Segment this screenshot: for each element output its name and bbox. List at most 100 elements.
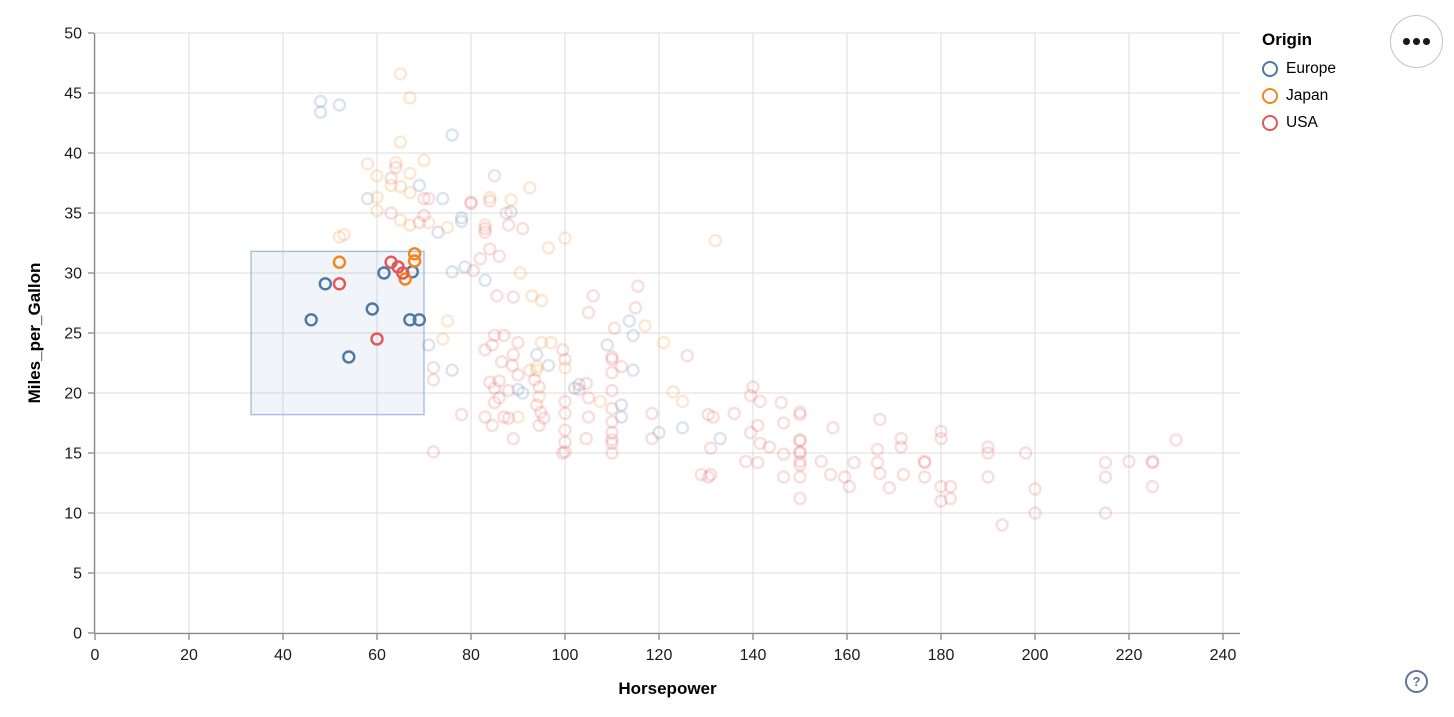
data-point[interactable] xyxy=(776,470,791,484)
data-point[interactable] xyxy=(751,418,765,433)
data-point[interactable] xyxy=(487,328,502,343)
data-point[interactable] xyxy=(393,179,408,194)
data-point[interactable] xyxy=(403,91,417,105)
data-point[interactable] xyxy=(1098,506,1113,520)
data-point[interactable] xyxy=(527,373,542,387)
data-point[interactable] xyxy=(622,314,637,328)
data-point[interactable] xyxy=(614,398,629,412)
data-point[interactable] xyxy=(384,206,398,220)
data-point[interactable] xyxy=(593,394,607,409)
data-point[interactable] xyxy=(558,394,572,409)
data-point[interactable] xyxy=(894,431,908,446)
data-point[interactable] xyxy=(464,195,478,209)
data-point[interactable] xyxy=(934,494,948,508)
data-point[interactable] xyxy=(422,338,436,352)
data-point[interactable] xyxy=(1028,506,1042,520)
data-point[interactable] xyxy=(478,218,492,232)
data-point[interactable] xyxy=(370,190,384,205)
data-point[interactable] xyxy=(607,321,622,335)
data-point[interactable] xyxy=(318,277,332,291)
data-point[interactable] xyxy=(505,358,520,373)
data-point[interactable] xyxy=(445,128,459,142)
data-point[interactable] xyxy=(1145,454,1160,469)
data-point[interactable] xyxy=(873,466,887,481)
data-point[interactable] xyxy=(332,230,347,244)
data-point[interactable] xyxy=(645,406,659,421)
data-point[interactable] xyxy=(445,363,459,377)
data-point[interactable] xyxy=(532,418,546,433)
legend-item-usa[interactable]: USA xyxy=(1262,114,1336,132)
data-point[interactable] xyxy=(558,361,572,375)
data-point[interactable] xyxy=(436,332,450,346)
data-point[interactable] xyxy=(360,191,375,206)
data-point[interactable] xyxy=(776,447,791,461)
data-point[interactable] xyxy=(776,416,791,430)
data-point[interactable] xyxy=(541,358,556,373)
data-point[interactable] xyxy=(533,405,548,419)
data-point[interactable] xyxy=(727,406,741,421)
data-point[interactable] xyxy=(412,215,426,230)
data-point[interactable] xyxy=(417,153,431,167)
data-point[interactable] xyxy=(492,249,506,263)
data-point[interactable] xyxy=(440,314,455,328)
data-point[interactable] xyxy=(605,365,619,380)
data-point[interactable] xyxy=(534,335,549,350)
data-point[interactable] xyxy=(586,289,600,303)
data-point[interactable] xyxy=(894,440,908,454)
data-point[interactable] xyxy=(313,105,328,119)
data-point[interactable] xyxy=(605,436,619,451)
data-point[interactable] xyxy=(657,335,671,350)
data-point[interactable] xyxy=(396,266,410,280)
data-point[interactable] xyxy=(403,218,417,232)
data-point[interactable] xyxy=(393,135,408,149)
data-point[interactable] xyxy=(579,376,593,391)
data-point[interactable] xyxy=(917,454,932,469)
data-point[interactable] xyxy=(412,178,426,193)
data-point[interactable] xyxy=(537,411,551,425)
data-point[interactable] xyxy=(478,225,492,239)
data-point[interactable] xyxy=(666,385,680,399)
data-point[interactable] xyxy=(426,361,441,375)
data-point[interactable] xyxy=(934,424,948,439)
data-point[interactable] xyxy=(1145,455,1160,470)
data-point[interactable] xyxy=(426,445,441,459)
data-point[interactable] xyxy=(332,277,347,291)
data-point[interactable] xyxy=(532,389,546,404)
data-point[interactable] xyxy=(464,196,478,211)
data-point[interactable] xyxy=(744,388,758,403)
data-point[interactable] xyxy=(704,467,718,482)
data-point[interactable] xyxy=(605,446,619,460)
data-point[interactable] xyxy=(934,431,948,446)
more-options-button[interactable] xyxy=(1390,15,1443,68)
data-point[interactable] xyxy=(774,395,788,410)
data-point[interactable] xyxy=(478,221,492,236)
data-point[interactable] xyxy=(532,380,546,394)
data-point[interactable] xyxy=(793,454,807,469)
data-point[interactable] xyxy=(753,394,767,409)
legend-item-japan[interactable]: Japan xyxy=(1262,87,1336,105)
data-point[interactable] xyxy=(605,425,619,440)
data-point[interactable] xyxy=(458,260,472,274)
data-point[interactable] xyxy=(497,328,511,343)
data-point[interactable] xyxy=(558,406,572,421)
data-point[interactable] xyxy=(751,455,765,470)
data-point[interactable] xyxy=(454,214,469,229)
data-point[interactable] xyxy=(384,171,398,185)
data-point[interactable] xyxy=(313,94,328,109)
data-point[interactable] xyxy=(581,410,596,424)
data-point[interactable] xyxy=(501,218,516,232)
data-point[interactable] xyxy=(1028,482,1042,496)
data-point[interactable] xyxy=(342,350,356,364)
data-point[interactable] xyxy=(407,254,422,268)
data-point[interactable] xyxy=(626,363,640,377)
data-point[interactable] xyxy=(483,242,497,256)
data-point[interactable] xyxy=(701,407,715,422)
legend-item-europe[interactable]: Europe xyxy=(1262,60,1336,78)
data-point[interactable] xyxy=(487,395,502,410)
data-point[interactable] xyxy=(422,215,436,230)
data-point[interactable] xyxy=(605,350,619,364)
data-point[interactable] xyxy=(473,251,488,266)
data-point[interactable] xyxy=(506,431,520,446)
data-point[interactable] xyxy=(530,359,544,374)
